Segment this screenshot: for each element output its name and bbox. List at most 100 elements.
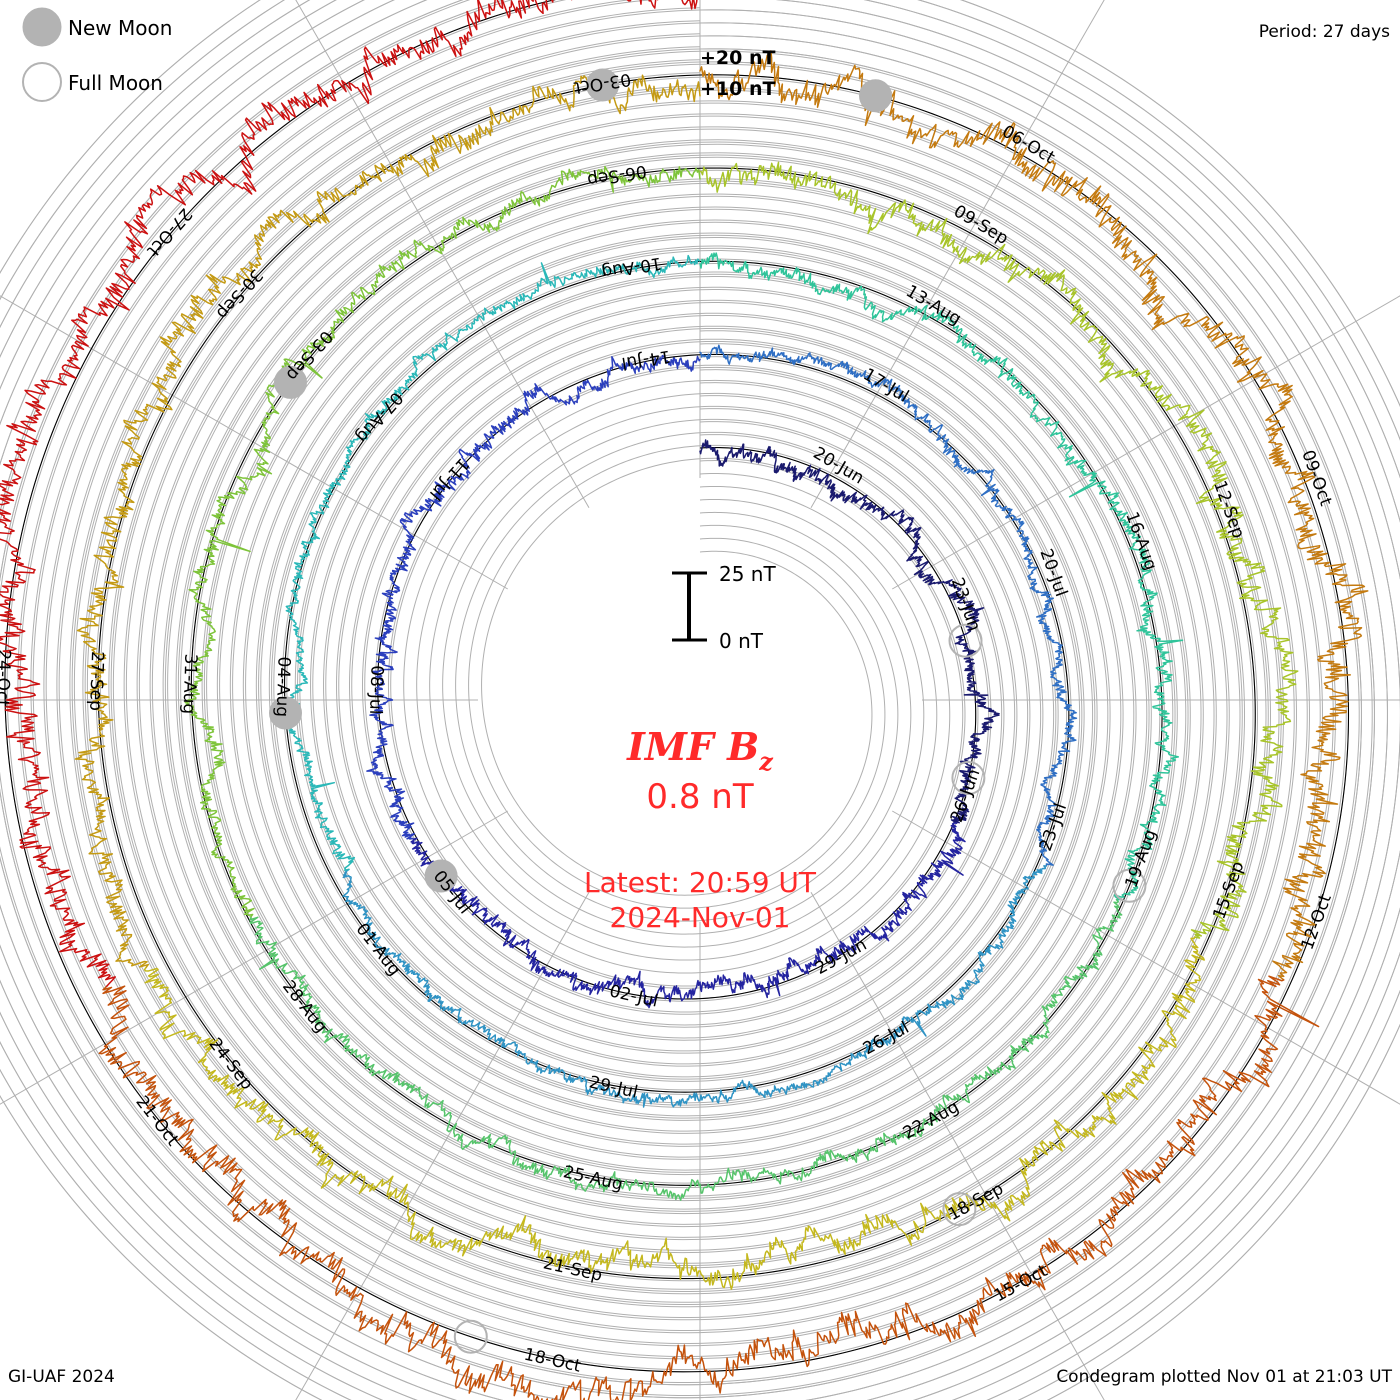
spiral-trace-segment (699, 344, 780, 365)
new-moon-marker (586, 68, 620, 102)
footer-left: GI-UAF 2024 (8, 1367, 115, 1387)
spiral-trace-segment (909, 1066, 998, 1138)
spiral-trace-segment (40, 245, 141, 389)
spiral-trace-segment (190, 209, 318, 306)
radial-gridline (219, 196, 1135, 1158)
spiral-trace-segment (881, 304, 977, 357)
new-moon-marker (859, 79, 892, 113)
spiral-trace-segment (601, 254, 701, 279)
spiral-date-label: 17-Jul (860, 365, 913, 407)
legend-label-new-moon: New Moon (68, 16, 172, 40)
legend-label-full-moon: Full Moon (68, 71, 163, 95)
spiral-trace-segment (541, 1344, 701, 1400)
spiral-trace-segment (699, 1079, 790, 1104)
spiral-trace-segment (244, 46, 392, 140)
spiral-trace-segment (854, 370, 928, 421)
trace-baseline (377, 354, 977, 1000)
angular-gridline (295, 0, 590, 508)
spiral-date-label: 06-Sep (586, 161, 648, 190)
full-moon-marker (453, 1319, 488, 1354)
spiral-trace-segment (372, 628, 398, 701)
spiral-trace-segment (364, 353, 426, 437)
spiral-trace-segment (941, 937, 1004, 1009)
spiral-trace-segment (859, 494, 915, 535)
legend: New Moon Full Moon (22, 7, 172, 102)
spiral-trace-segment (1043, 699, 1078, 779)
spiral-trace-segment (567, 971, 638, 996)
spiral-trace-segment (699, 1167, 810, 1194)
center-title: IMF Bz (626, 724, 774, 776)
spiral-trace-segment (366, 699, 394, 775)
angular-gridline (810, 892, 1105, 1400)
new-moon-marker (269, 696, 302, 730)
spiral-trace-segment (279, 1219, 408, 1345)
center-readout: IMF Bz 0.8 nT Latest: 20:59 UT 2024-Nov-… (584, 724, 817, 934)
spiral-trace-segment (1021, 542, 1054, 623)
new-moon-marker (424, 859, 458, 893)
scale-label-bottom: 0 nT (719, 629, 764, 653)
spiral-trace-segment (285, 512, 321, 608)
spiral-trace-segment (1236, 570, 1299, 701)
spiral-trace-segment (384, 947, 454, 1014)
radial-gridline (442, 419, 912, 935)
spiral-trace-segment (313, 1006, 401, 1084)
spiral-trace-segment (285, 605, 309, 701)
spiral-trace-segment (561, 74, 701, 115)
spiral-trace-segment (819, 925, 890, 964)
radial-gridline (481, 458, 873, 896)
spiral-trace-segment (74, 699, 114, 839)
spiral-date-label: 27-Oct (142, 204, 195, 261)
radial-gridline (232, 209, 1122, 1145)
spiral-trace-segment (431, 85, 564, 155)
spiral-trace-segment (699, 439, 757, 467)
spiral-trace-segment (1300, 699, 1349, 840)
spiral-traces (0, 0, 1369, 1400)
spiral-trace-segment (98, 985, 181, 1123)
spiral-trace-segment (423, 300, 510, 362)
radial-gridline (58, 35, 1295, 1319)
spiral-date-label: 08-Jul (365, 665, 387, 715)
period-label: Period: 27 days (1259, 22, 1390, 42)
spiral-trace-segment (1149, 699, 1180, 806)
spiral-date-label: 24-Oct (0, 649, 14, 708)
spiral-trace-segment (699, 1316, 843, 1394)
spiral-trace-segment (370, 216, 471, 294)
spiral-trace-segment (450, 1007, 528, 1063)
spiral-trace-segment (505, 934, 569, 978)
spiral-trace-segment (507, 262, 604, 310)
spiral-trace-segment (623, 354, 701, 375)
spiral-trace-segment (815, 175, 926, 237)
spiral-trace-segment (93, 425, 143, 567)
spiral-trace-segment (489, 383, 557, 439)
spiral-trace-segment (1053, 1052, 1156, 1152)
spiral-trace-segment (980, 468, 1030, 546)
spiral-trace-segment (1180, 312, 1293, 423)
spiral-trace-segment (1113, 803, 1167, 901)
spiral-trace-segment (390, 0, 544, 66)
footer-right: Condegram plotted Nov 01 at 21:03 UT (1056, 1367, 1392, 1387)
spiral-trace-segment (950, 759, 976, 824)
radial-axis-labels: +20 nT +10 nT (700, 47, 776, 100)
spiral-trace-segment (143, 966, 230, 1083)
radial-gridline (229, 206, 1124, 1147)
spiral-trace-segment (589, 1171, 701, 1201)
spiral-trace-segment (699, 161, 818, 193)
spiral-trace-segment (1099, 368, 1218, 452)
spiral-trace-segment (573, 1237, 701, 1281)
spiral-trace-segment (1062, 898, 1123, 990)
spiral-trace-segment (525, 1058, 612, 1096)
ring-label-10nt: +10 nT (700, 78, 776, 100)
spiral-trace-segment (1314, 557, 1369, 701)
spiral-trace-segment (766, 948, 823, 997)
spiral-trace-segment (309, 788, 356, 872)
spiral-trace-segment (943, 1140, 1059, 1222)
spiral-trace-segment (457, 888, 512, 947)
spiral-date-label: 29-Jul (587, 1072, 639, 1102)
spiral-date-label: 16-Aug (1121, 509, 1160, 573)
spiral-trace-segment (1107, 501, 1158, 598)
spiral-trace-segment (610, 1089, 701, 1108)
spiral-trace-segment (1038, 621, 1067, 701)
spiral-trace-segment (699, 972, 768, 999)
spiral-date-label: 31-Aug (178, 653, 200, 714)
